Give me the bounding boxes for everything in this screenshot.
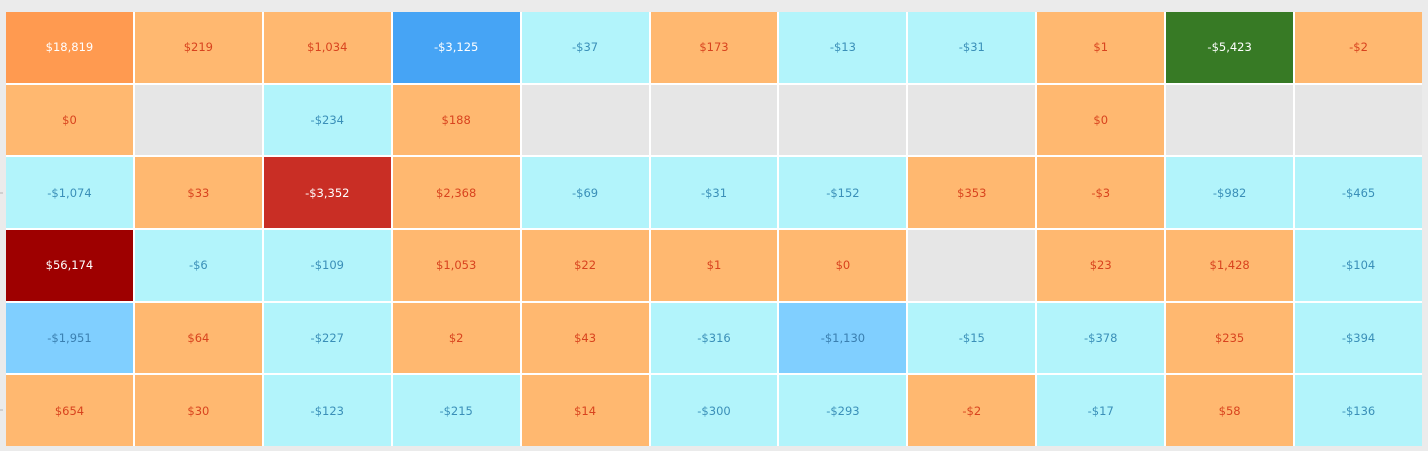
heatmap-cell-r5-c4[interactable]: $2 [392, 302, 520, 374]
heatmap-cell-r2-c5[interactable] [521, 84, 649, 156]
heatmap-cell-r4-c5[interactable]: $22 [521, 229, 649, 301]
heatmap-cell-r1-c2[interactable]: $219 [134, 12, 262, 83]
heatmap-cell-r4-c1[interactable]: $56,174 [6, 229, 133, 301]
heatmap-cell-r4-c9[interactable]: $23 [1037, 229, 1165, 301]
heatmap-cell-r6-c6[interactable]: -$300 [650, 375, 778, 446]
heatmap-cell-r2-c2[interactable] [134, 84, 262, 156]
heatmap-cell-r3-c10[interactable]: -$982 [1166, 157, 1294, 228]
heatmap-cell-r6-c11[interactable]: -$136 [1295, 375, 1422, 446]
heatmap-cell-r5-c3[interactable]: -$227 [263, 302, 391, 374]
heatmap-cell-r4-c8[interactable] [908, 229, 1036, 301]
heatmap-cell-r4-c6[interactable]: $1 [650, 229, 778, 301]
heatmap-cell-r1-c10[interactable]: -$5,423 [1166, 12, 1294, 83]
heatmap-cell-r2-c1[interactable]: $0 [6, 84, 133, 156]
heatmap-cell-r2-c4[interactable]: $188 [392, 84, 520, 156]
heatmap-cell-r5-c1[interactable]: -$1,951 [6, 302, 133, 374]
heatmap-cell-r3-c9[interactable]: -$3 [1037, 157, 1165, 228]
heatmap-cell-r2-c9[interactable]: $0 [1037, 84, 1165, 156]
heatmap-cell-r3-c4[interactable]: $2,368 [392, 157, 520, 228]
heatmap-cell-r1-c3[interactable]: $1,034 [263, 12, 391, 83]
heatmap-cell-r2-c11[interactable] [1295, 84, 1422, 156]
heatmap-cell-r2-c10[interactable] [1166, 84, 1294, 156]
heatmap-cell-r5-c7[interactable]: -$1,130 [779, 302, 907, 374]
heatmap-cell-r1-c9[interactable]: $1 [1037, 12, 1165, 83]
heatmap-cell-r1-c6[interactable]: $173 [650, 12, 778, 83]
heatmap-cell-r5-c8[interactable]: -$15 [908, 302, 1036, 374]
heatmap-cell-r1-c11[interactable]: -$2 [1295, 12, 1422, 83]
heatmap-cell-r6-c8[interactable]: -$2 [908, 375, 1036, 446]
heatmap-cell-r6-c4[interactable]: -$215 [392, 375, 520, 446]
heatmap-cell-r6-c9[interactable]: -$17 [1037, 375, 1165, 446]
heatmap-cell-r4-c2[interactable]: -$6 [134, 229, 262, 301]
heatmap-cell-r5-c2[interactable]: $64 [134, 302, 262, 374]
heatmap-cell-r5-c5[interactable]: $43 [521, 302, 649, 374]
heatmap-cell-r3-c3[interactable]: -$3,352 [263, 157, 391, 228]
heatmap-grid: $18,819 $219 $1,034 -$3,125 -$37 $173 -$13 -$31… [6, 12, 1422, 446]
heatmap-cell-r4-c4[interactable]: $1,053 [392, 229, 520, 301]
heatmap-cell-r1-c5[interactable]: -$37 [521, 12, 649, 83]
heatmap-cell-r6-c1[interactable]: $654 [6, 375, 133, 446]
heatmap-cell-r3-c5[interactable]: -$69 [521, 157, 649, 228]
heatmap-cell-r6-c5[interactable]: $14 [521, 375, 649, 446]
heatmap-cell-r6-c7[interactable]: -$293 [779, 375, 907, 446]
heatmap-cell-r2-c7[interactable] [779, 84, 907, 156]
row-edge-marker [0, 409, 3, 411]
heatmap-cell-r2-c3[interactable]: -$234 [263, 84, 391, 156]
heatmap-cell-r3-c11[interactable]: -$465 [1295, 157, 1422, 228]
heatmap-cell-r5-c10[interactable]: $235 [1166, 302, 1294, 374]
heatmap-cell-r3-c6[interactable]: -$31 [650, 157, 778, 228]
heatmap-cell-r4-c11[interactable]: -$104 [1295, 229, 1422, 301]
row-edge-marker [0, 192, 3, 194]
heatmap-cell-r3-c7[interactable]: -$152 [779, 157, 907, 228]
heatmap-cell-r5-c11[interactable]: -$394 [1295, 302, 1422, 374]
heatmap-cell-r1-c7[interactable]: -$13 [779, 12, 907, 83]
heatmap-cell-r6-c3[interactable]: -$123 [263, 375, 391, 446]
heatmap-cell-r1-c4[interactable]: -$3,125 [392, 12, 520, 83]
heatmap-cell-r4-c7[interactable]: $0 [779, 229, 907, 301]
heatmap-cell-r3-c1[interactable]: -$1,074 [6, 157, 133, 228]
heatmap-cell-r2-c6[interactable] [650, 84, 778, 156]
heatmap-cell-r6-c10[interactable]: $58 [1166, 375, 1294, 446]
heatmap-cell-r4-c10[interactable]: $1,428 [1166, 229, 1294, 301]
heatmap-cell-r1-c8[interactable]: -$31 [908, 12, 1036, 83]
heatmap-cell-r4-c3[interactable]: -$109 [263, 229, 391, 301]
heatmap-cell-r2-c8[interactable] [908, 84, 1036, 156]
heatmap-cell-r3-c8[interactable]: $353 [908, 157, 1036, 228]
heatmap-cell-r5-c9[interactable]: -$378 [1037, 302, 1165, 374]
heatmap-cell-r6-c2[interactable]: $30 [134, 375, 262, 446]
heatmap-cell-r1-c1[interactable]: $18,819 [6, 12, 133, 83]
heatmap-cell-r3-c2[interactable]: $33 [134, 157, 262, 228]
heatmap-cell-r5-c6[interactable]: -$316 [650, 302, 778, 374]
